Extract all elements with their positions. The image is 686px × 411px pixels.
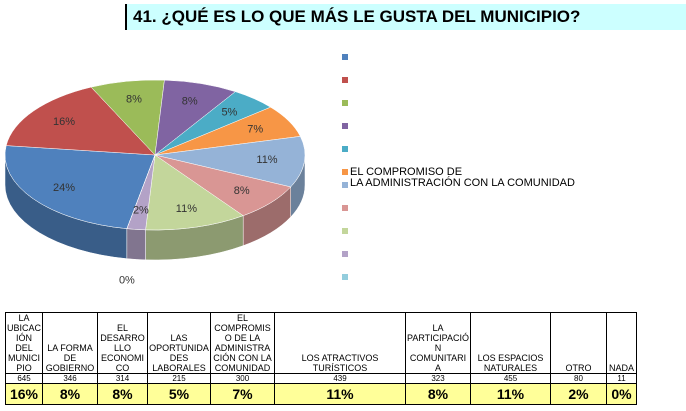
chart: 24% 16% 8% 8% 5% 7% 11% 8% 11% 2% 0% EL COMPROMISO … <box>4 54 575 287</box>
table-cell: LAS OPORTUNIDADES LABORALES <box>147 312 211 374</box>
table-cell: 215 <box>147 373 211 384</box>
table-cell: 11 <box>606 373 637 384</box>
table-cell: LOS ESPACIOS NATURALES <box>470 312 551 374</box>
data-label: 8% <box>126 94 142 106</box>
table-cell: EL DESARROLLO ECONOMICO <box>97 312 148 374</box>
table-cell: LA FORMA DE GOBIERNO <box>42 312 98 374</box>
legend-swatch <box>342 205 348 211</box>
table-cell: 0% <box>606 383 637 405</box>
slice <box>145 154 244 231</box>
legend-swatch <box>342 274 348 280</box>
table-cell: EL COMPROMISO DE LA ADMINISTRACIÓN CON L… <box>210 312 275 374</box>
table-cell: 645 <box>5 373 43 384</box>
table-cell: 11% <box>274 383 406 405</box>
data-label: 11% <box>176 203 197 215</box>
legend-swatch <box>342 169 348 175</box>
table-cell: LA UBICACIÓN DEL MUNICIPIO <box>5 312 43 374</box>
table-row: 16% 8% 8% 5% 7% 11% 8% 11% 2% 0% <box>5 383 686 405</box>
table-row: LA UBICACIÓN DEL MUNICIPIO LA FORMA DE GO… <box>5 312 686 374</box>
table-cell: 5% <box>147 383 211 405</box>
legend-swatch <box>342 77 348 83</box>
table-cell: 314 <box>97 373 148 384</box>
legend-swatch <box>342 123 348 129</box>
data-label: 8% <box>182 95 198 107</box>
data-label: 8% <box>234 185 250 197</box>
table-cell: LA PARTICIPACIÓN COMUNITARIA <box>405 312 471 374</box>
data-label: 0% <box>119 275 135 287</box>
table-cell: 439 <box>274 373 406 384</box>
data-label: 2% <box>133 205 149 217</box>
data-table: LA UBICACIÓN DEL MUNICIPIO LA FORMA DE GO… <box>5 312 686 405</box>
table-cell: LOS ATRACTIVOS TURÍSTICOS <box>274 312 406 374</box>
table-cell: NADA <box>606 312 637 374</box>
table-cell: 8% <box>97 383 148 405</box>
data-label: 16% <box>53 116 75 128</box>
data-label: 11% <box>256 154 277 166</box>
data-label: 5% <box>221 107 237 119</box>
legend-swatch <box>342 54 348 60</box>
legend-swatch <box>342 251 348 257</box>
legend-swatch <box>342 182 348 188</box>
table-cell: 8% <box>42 383 98 405</box>
table-cell: OTRO <box>550 312 607 374</box>
legend-label: EL COMPROMISO DE LA ADMINISTRACIÓN CON LA… <box>350 166 575 189</box>
data-label: 24% <box>53 182 75 194</box>
table-cell: 323 <box>405 373 471 384</box>
slice <box>5 86 156 156</box>
table-cell: 300 <box>210 373 275 384</box>
slice <box>4 145 156 229</box>
table-cell: 8% <box>405 383 471 405</box>
table-cell: 2% <box>550 383 607 405</box>
chart-title: 41. ¿QUÉ ES LO QUE MÁS LE GUSTA DEL MUNI… <box>125 4 686 30</box>
table-cell: 455 <box>470 373 551 384</box>
table-cell: 7% <box>210 383 275 405</box>
legend-swatch <box>342 100 348 106</box>
slice <box>154 136 306 188</box>
table-cell: 346 <box>42 373 98 384</box>
table-cell: 80 <box>550 373 607 384</box>
slice <box>126 154 156 229</box>
table-cell: 16% <box>5 383 43 405</box>
table-row: 645 346 314 215 300 439 323 455 80 11 <box>5 373 686 384</box>
table-cell: 11% <box>470 383 551 405</box>
legend-swatch <box>342 146 348 152</box>
data-label: 7% <box>247 123 263 135</box>
slice-side <box>126 228 146 261</box>
legend-swatch <box>342 228 348 234</box>
